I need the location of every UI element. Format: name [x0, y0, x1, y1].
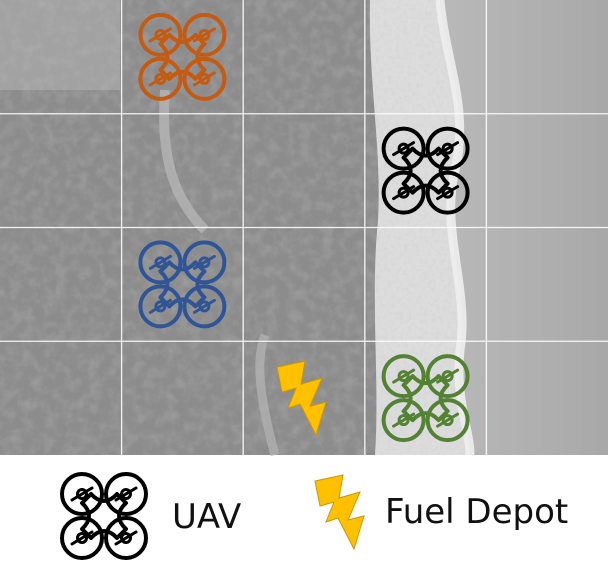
- fuel-depot-0-lightning-bolt-icon: [276, 360, 327, 437]
- uav-2-quadcopter-icon: [138, 240, 227, 329]
- uav-1-quadcopter-icon: [381, 126, 470, 215]
- grid-lines: [0, 0, 608, 455]
- uav-layer: [138, 12, 470, 443]
- legend-fuel-depot-lightning-bolt-icon: [314, 474, 365, 551]
- uav-0-quadcopter-icon: [138, 12, 227, 101]
- uav-3-quadcopter-icon: [381, 354, 470, 443]
- legend-fuel-depot-label: Fuel Depot: [385, 492, 569, 532]
- surf-line: [435, 0, 475, 456]
- legend-uav-quadcopter-icon: [60, 472, 148, 560]
- forest-path: [159, 89, 209, 234]
- legend-icons: [60, 472, 365, 560]
- fuel-depot-layer: [276, 360, 327, 437]
- legend-uav-label: UAV: [172, 497, 242, 537]
